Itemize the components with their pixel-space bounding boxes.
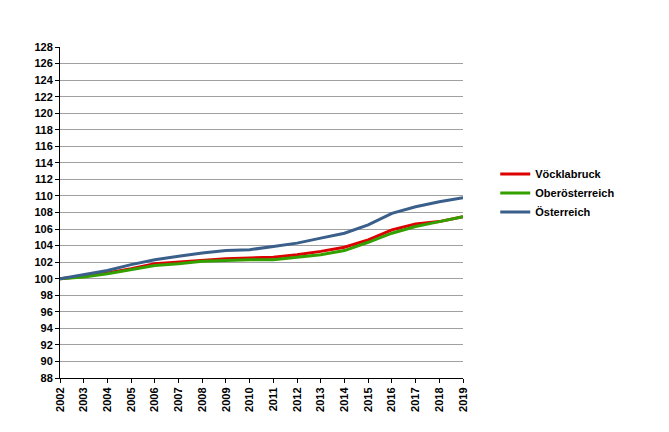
- svg-text:2004: 2004: [101, 387, 113, 412]
- svg-text:118: 118: [35, 124, 53, 136]
- svg-text:2019: 2019: [457, 387, 469, 411]
- svg-text:112: 112: [35, 173, 53, 185]
- svg-text:2003: 2003: [77, 387, 89, 411]
- svg-text:2012: 2012: [291, 387, 303, 411]
- svg-text:2013: 2013: [314, 387, 326, 411]
- svg-text:2016: 2016: [385, 387, 397, 411]
- svg-text:96: 96: [41, 306, 53, 318]
- svg-text:2002: 2002: [54, 387, 66, 411]
- svg-text:114: 114: [35, 157, 54, 169]
- svg-text:Oberösterreich: Oberösterreich: [535, 187, 614, 199]
- svg-text:2011: 2011: [267, 387, 279, 411]
- svg-text:90: 90: [41, 355, 53, 367]
- svg-text:2006: 2006: [148, 387, 160, 411]
- svg-text:110: 110: [35, 190, 53, 202]
- svg-text:88: 88: [41, 372, 53, 384]
- svg-text:Vöcklabruck: Vöcklabruck: [535, 168, 601, 180]
- svg-text:106: 106: [34, 223, 52, 235]
- svg-text:116: 116: [35, 140, 53, 152]
- svg-text:126: 126: [34, 57, 52, 69]
- svg-text:2015: 2015: [362, 387, 374, 411]
- svg-text:2014: 2014: [338, 387, 350, 412]
- svg-text:98: 98: [41, 289, 53, 301]
- svg-text:2005: 2005: [125, 387, 137, 411]
- svg-text:2017: 2017: [409, 387, 421, 411]
- svg-text:104: 104: [34, 239, 53, 251]
- svg-text:Österreich: Österreich: [535, 206, 590, 218]
- svg-text:108: 108: [34, 206, 52, 218]
- svg-text:94: 94: [41, 322, 54, 334]
- svg-text:120: 120: [34, 107, 52, 119]
- svg-text:2007: 2007: [172, 387, 184, 411]
- svg-text:2010: 2010: [243, 387, 255, 411]
- svg-text:100: 100: [34, 273, 52, 285]
- svg-text:92: 92: [41, 339, 53, 351]
- svg-text:102: 102: [34, 256, 52, 268]
- svg-text:124: 124: [34, 74, 53, 86]
- svg-text:2008: 2008: [196, 387, 208, 411]
- svg-text:2018: 2018: [433, 387, 445, 411]
- svg-text:2009: 2009: [220, 387, 232, 411]
- svg-text:122: 122: [34, 91, 52, 103]
- svg-text:128: 128: [34, 41, 52, 53]
